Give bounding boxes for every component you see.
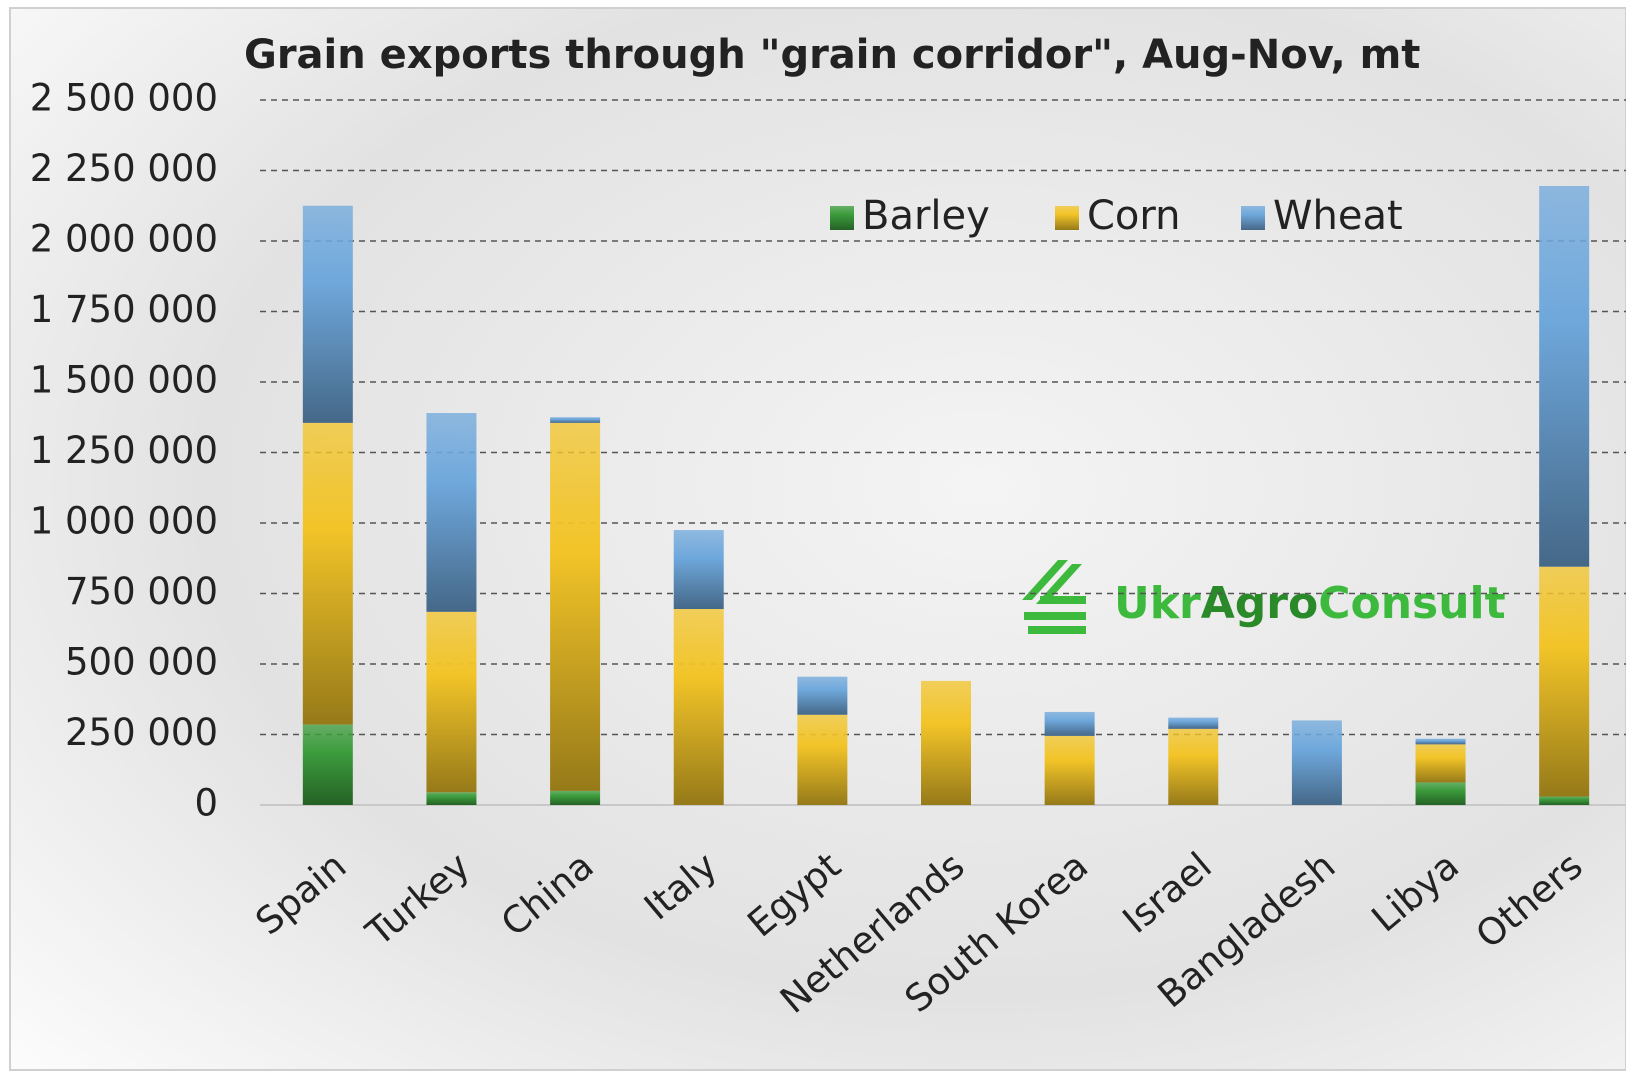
- bar-segment: [1168, 717, 1219, 729]
- watermark: UkrAgroConsult: [1114, 578, 1506, 629]
- background: [9, 7, 1626, 1071]
- legend-label: Corn: [1087, 193, 1181, 239]
- y-tick-label: 1 500 000: [30, 359, 218, 402]
- bar-segment: [1539, 796, 1590, 805]
- bar-segment: [673, 530, 724, 610]
- legend-swatch: [1055, 206, 1079, 230]
- y-tick-label: 500 000: [65, 641, 218, 684]
- bar-segment: [673, 609, 724, 805]
- y-tick-label: 2 000 000: [30, 218, 218, 261]
- y-tick-label: 2 250 000: [30, 147, 218, 190]
- legend-swatch: [1241, 206, 1265, 230]
- watermark-part: Ukr: [1114, 578, 1201, 629]
- bar-segment: [302, 724, 353, 805]
- bar-segment: [921, 680, 971, 805]
- bar-segment: [302, 422, 353, 725]
- bar-segment: [797, 676, 848, 715]
- bar-segment: [302, 205, 353, 423]
- watermark-icon: [1022, 560, 1086, 634]
- bar-segment: [1044, 735, 1095, 805]
- bar-segment: [1044, 711, 1095, 736]
- bar-segment: [1415, 738, 1466, 745]
- y-tick-label: 1 000 000: [30, 500, 218, 543]
- bar-segment: [550, 422, 601, 791]
- chart-title: Grain exports through "grain corridor", …: [244, 32, 1420, 78]
- y-tick-label: 1 750 000: [30, 288, 218, 331]
- bar-segment: [1415, 782, 1466, 805]
- bar-segment: [797, 714, 848, 805]
- y-tick-label: 250 000: [65, 711, 218, 754]
- y-tick-label: 1 250 000: [30, 429, 218, 472]
- bar-segment: [426, 413, 477, 612]
- bar-segment: [1291, 720, 1342, 805]
- y-tick-label: 0: [194, 782, 218, 825]
- bar-segment: [550, 417, 601, 423]
- legend-label: Wheat: [1273, 193, 1403, 239]
- bar-segment: [426, 611, 477, 793]
- bar-segment: [1415, 744, 1466, 783]
- bar-segment: [550, 790, 601, 805]
- bar-segment: [1168, 728, 1219, 805]
- legend-label: Barley: [862, 193, 990, 239]
- legend-swatch: [830, 206, 854, 230]
- bar-segment: [1539, 566, 1590, 797]
- y-tick-label: 2 500 000: [30, 77, 218, 120]
- watermark-part: Consult: [1318, 578, 1505, 629]
- bar-segment: [426, 792, 477, 805]
- bar-segment: [1539, 186, 1590, 567]
- y-tick-label: 750 000: [65, 570, 218, 613]
- watermark-part: Agro: [1201, 578, 1318, 629]
